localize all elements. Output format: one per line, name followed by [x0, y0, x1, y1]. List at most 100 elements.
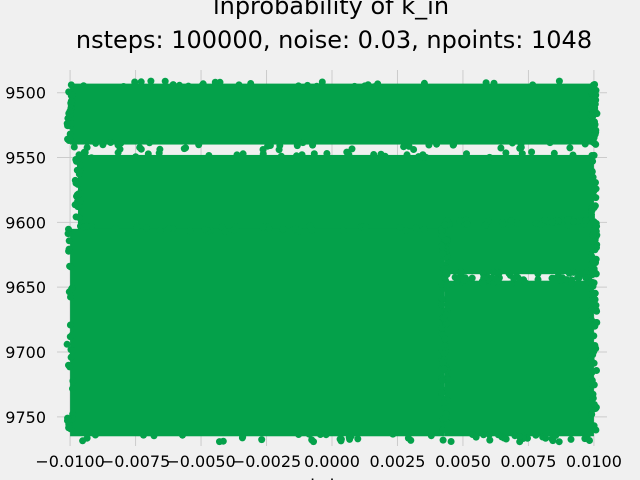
data-point	[590, 279, 598, 287]
x-tick-label: −0.0100	[35, 452, 104, 471]
data-point	[68, 285, 76, 293]
data-point	[176, 81, 183, 89]
data-point	[195, 141, 203, 149]
data-point	[147, 77, 155, 85]
data-point	[99, 141, 107, 149]
data-point	[494, 431, 502, 439]
data-point	[66, 107, 74, 115]
data-point	[339, 227, 347, 235]
data-point	[534, 270, 542, 278]
data-point	[438, 295, 446, 302]
data-point	[587, 177, 595, 185]
data-point	[316, 431, 324, 438]
data-point	[497, 144, 505, 152]
data-point	[589, 138, 597, 146]
data-point	[550, 149, 558, 157]
data-point	[370, 151, 378, 158]
data-point	[588, 381, 596, 388]
data-point	[211, 78, 219, 86]
data-point	[505, 269, 513, 277]
data-point	[588, 252, 596, 260]
data-point	[568, 276, 576, 284]
data-point	[528, 148, 536, 156]
data-point	[589, 157, 597, 165]
data-point	[71, 201, 79, 209]
x-tick-label: 0.0075	[500, 452, 556, 471]
data-point	[502, 435, 510, 443]
data-point	[298, 151, 306, 159]
data-point	[584, 431, 592, 438]
data-point	[79, 437, 87, 445]
data-point	[275, 146, 283, 154]
data-point	[146, 83, 154, 91]
data-point	[88, 154, 95, 162]
data-point	[591, 342, 599, 349]
data-point	[593, 244, 600, 251]
data-point	[463, 220, 471, 228]
data-point	[182, 144, 190, 152]
data-point	[336, 435, 344, 443]
data-point	[592, 301, 600, 309]
data-point	[68, 331, 76, 339]
data-point	[591, 322, 599, 330]
data-point	[415, 153, 423, 161]
data-point	[186, 227, 194, 235]
data-point	[146, 139, 153, 147]
y-tick-label: 9700	[5, 343, 46, 362]
data-point	[400, 143, 408, 151]
data-point	[72, 157, 80, 165]
data-point	[144, 150, 152, 158]
data-point	[120, 83, 128, 90]
data-point	[575, 272, 583, 279]
data-point	[65, 424, 73, 432]
x-tick-label: 0.0100	[566, 452, 622, 471]
data-point	[563, 276, 570, 284]
data-point	[439, 359, 447, 366]
data-point	[441, 221, 449, 229]
data-point	[582, 216, 590, 224]
data-point	[165, 225, 173, 233]
data-point	[588, 410, 596, 418]
data-point	[235, 81, 243, 89]
data-point	[438, 242, 446, 250]
data-point	[427, 432, 435, 440]
data-point	[310, 438, 317, 446]
data-point	[361, 82, 369, 90]
x-tick-label: −0.0075	[101, 452, 170, 471]
data-point	[441, 335, 449, 343]
data-point	[155, 149, 163, 157]
data-point	[293, 152, 300, 160]
data-point	[521, 279, 529, 287]
y-tick-label: 9500	[5, 84, 46, 103]
data-point	[277, 152, 285, 160]
data-point	[588, 306, 596, 314]
data-point	[508, 139, 516, 147]
data-point	[593, 367, 600, 374]
data-point	[587, 96, 595, 104]
data-point	[468, 274, 476, 282]
data-point	[570, 218, 577, 225]
data-point	[310, 150, 318, 158]
data-point	[67, 81, 75, 89]
data-point	[313, 82, 321, 90]
data-point	[592, 91, 600, 99]
x-tick-label: −0.0050	[166, 452, 235, 471]
data-point	[233, 151, 241, 159]
data-point	[67, 97, 75, 105]
data-point	[68, 120, 76, 127]
data-point	[345, 433, 353, 441]
data-point	[442, 269, 450, 277]
data-point	[513, 219, 521, 227]
data-point	[403, 151, 411, 159]
data-point	[507, 280, 515, 288]
data-point	[581, 140, 589, 148]
x-axis-ticks: −0.0100−0.0075−0.0050−0.0025 0.0000 0.0025…	[35, 452, 621, 471]
data-point	[587, 244, 595, 252]
data-point	[198, 81, 206, 89]
data-point	[442, 236, 450, 244]
data-point	[420, 79, 428, 87]
y-tick-label: 9600	[5, 213, 46, 232]
data-point	[590, 332, 598, 340]
